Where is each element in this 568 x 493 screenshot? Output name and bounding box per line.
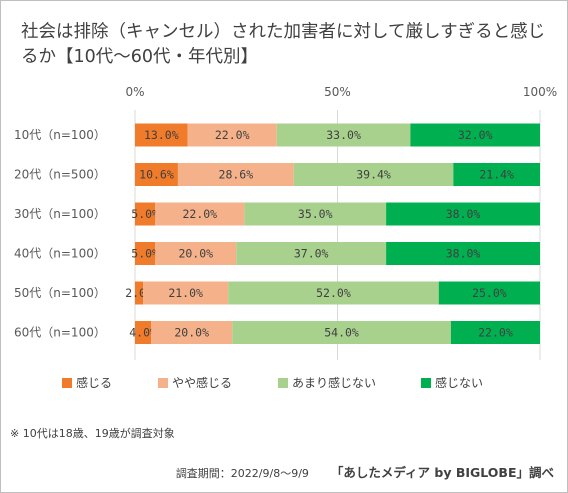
bar-segment [135,242,156,265]
data-label: 5.0% [131,207,159,221]
data-label: 20.0% [178,247,213,261]
data-label: 13.0% [144,128,179,142]
data-label: 38.0% [446,247,481,261]
bar-segment [135,321,152,344]
bar-segment [386,242,540,265]
legend-label: 感じる [76,375,112,390]
bar-segment [177,163,294,186]
bar-segment [453,163,540,186]
bar-segment [236,242,387,265]
data-label: 5.0% [131,247,159,261]
bar-segment [187,123,277,147]
legend-label: 感じない [435,375,483,390]
data-label: 4.0% [129,326,157,340]
data-label: 10.6% [139,168,174,182]
bar-segment [276,123,411,147]
data-label: 32.0% [458,128,493,142]
data-label: 39.4% [356,168,391,182]
source-credit: 「あしたメディア by BIGLOBE」調べ [330,465,554,480]
legend-swatch [62,378,72,388]
bar-segment [151,321,233,344]
bar-segment [155,242,237,265]
data-label: 37.0% [294,247,329,261]
data-label: 28.6% [219,168,254,182]
bar-segment [438,281,540,305]
bar-segment [232,321,451,344]
bar-segment [135,123,188,147]
legend-swatch [421,378,431,388]
bar-segment [386,202,540,226]
bar-segment [135,163,178,186]
legend-swatch [158,378,168,388]
survey-period: 調査期間：2022/9/8～9/9 [175,467,309,480]
data-label: 22.0% [478,326,513,340]
data-label: 22.0% [182,207,217,221]
data-label: 20.0% [174,326,209,340]
data-label: 38.0% [446,207,481,221]
x-tick-label: 50% [324,85,351,99]
chart-title: 社会は排除（キャンセル）された加害者に対して厳しすぎると感じるか【10代～60代… [21,22,546,67]
data-label: 22.0% [215,128,250,142]
y-category-label: 20代（n=500） [14,168,106,182]
y-category-label: 60代（n=100） [14,326,106,340]
legend-swatch [278,378,288,388]
bar-segment [135,281,144,305]
bar-segment [450,321,540,344]
legend-label: あまり感じない [292,375,376,390]
data-label: 52.0% [316,286,351,300]
bar-segment [244,202,387,226]
footer: 調査期間：2022/9/8～9/9 「あしたメディア by BIGLOBE」調べ [176,462,554,481]
data-label: 21.0% [168,286,203,300]
bar-segment [410,123,540,147]
data-label: 21.4% [479,168,514,182]
bar-segment [135,202,156,226]
bar-segment [228,281,439,305]
footnote: ※ 10代は18歳、19歳が調査対象 [10,427,175,440]
bar-segment [143,281,229,305]
bar-segment [293,163,454,186]
y-category-label: 50代（n=100） [14,286,106,300]
x-tick-label: 0% [125,85,144,99]
data-label: 54.0% [324,326,359,340]
y-category-label: 40代（n=100） [14,247,106,261]
bar-segment [155,202,245,226]
data-label: 35.0% [298,207,333,221]
legend-label: やや感じる [172,375,232,390]
x-tick-label: 100% [523,85,557,99]
y-category-label: 10代（n=100） [14,128,106,142]
data-label: 33.0% [326,128,361,142]
y-category-label: 30代（n=100） [14,207,106,221]
data-label: 25.0% [472,286,507,300]
